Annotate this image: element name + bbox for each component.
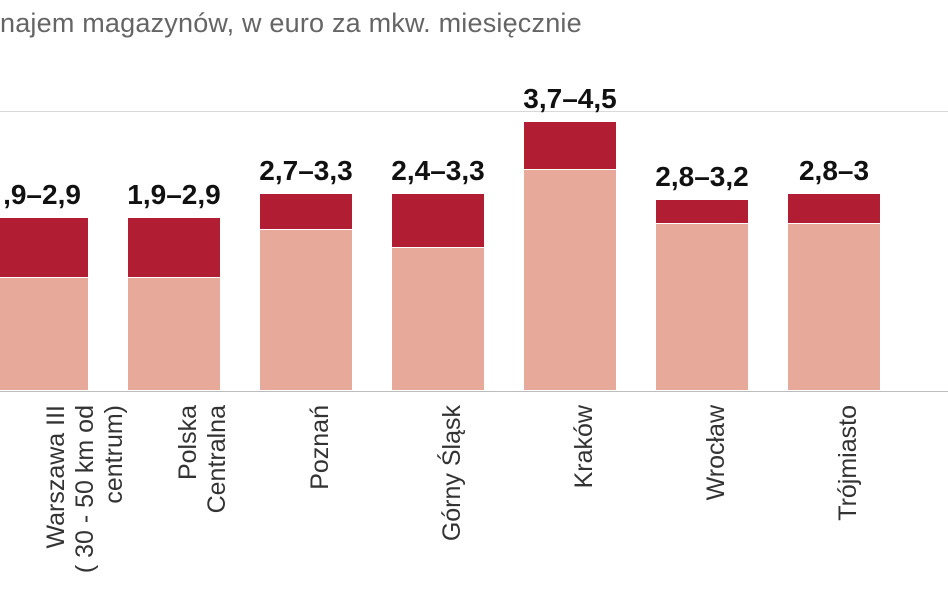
bar-category-line: Kraków xyxy=(570,405,599,488)
bar-low-segment xyxy=(259,229,353,391)
bar-category-line: Górny Śląsk xyxy=(438,405,467,541)
bar-group: 2,8–3,2Wrocław xyxy=(655,61,749,391)
bar-category-line: Warszawa III xyxy=(42,405,71,573)
bar-category-line: Poznań xyxy=(306,405,335,490)
bar-low-segment xyxy=(391,247,485,391)
bar-category-label: Warszawa III( 30 - 50 km odcentrum) xyxy=(42,405,128,573)
bar-value-label: 2,4–3,3 xyxy=(391,155,484,187)
bar-group: 2,4–3,3Górny Śląsk xyxy=(391,61,485,391)
bar-category-label: PolskaCentralna xyxy=(174,405,232,513)
bar-category-line: Centralna xyxy=(203,405,232,513)
bar-category-label: Trójmiasto xyxy=(834,405,863,521)
bar-category-label: Poznań xyxy=(306,405,335,490)
bar-category-line: centrum) xyxy=(100,405,129,573)
bar-group: ,9–2,9Warszawa III( 30 - 50 km odcentrum… xyxy=(0,61,89,391)
bar-category-label: Górny Śląsk xyxy=(438,405,467,541)
bar-group: 1,9–2,9PolskaCentralna xyxy=(127,61,221,391)
bar-value-label: 3,7–4,5 xyxy=(523,83,616,115)
bar-category-line: Wrocław xyxy=(702,405,731,500)
bar-category-line: ( 30 - 50 km od xyxy=(71,405,100,573)
bar-value-label: 2,8–3,2 xyxy=(655,161,748,193)
chart-canvas: najem magazynów, w euro za mkw. miesięcz… xyxy=(0,0,948,593)
bar-group: 3,7–4,5Kraków xyxy=(523,61,617,391)
chart-subtitle: najem magazynów, w euro za mkw. miesięcz… xyxy=(0,8,582,39)
bar-low-segment xyxy=(787,223,881,391)
bar-value-label: 2,8–3 xyxy=(799,155,869,187)
chart-plot: ,9–2,9 Warszawa III( 30 - 50 km odcentrum… xyxy=(0,60,948,593)
bar-low-segment xyxy=(655,223,749,391)
bar-low-segment xyxy=(523,169,617,391)
bar-value-label: 2,7–3,3 xyxy=(259,155,352,187)
bar-low-segment xyxy=(127,277,221,391)
bar-value-label: ,9–2,9 xyxy=(3,179,81,211)
bar-category-line: Trójmiasto xyxy=(834,405,863,521)
chart-baseline xyxy=(0,391,948,392)
bar-group: 2,8–3Trójmiasto xyxy=(787,61,881,391)
bar-category-label: Kraków xyxy=(570,405,599,488)
bar-low-segment xyxy=(0,277,89,391)
bar-value-label: 1,9–2,9 xyxy=(127,179,220,211)
bar-group: 2,7–3,3Poznań xyxy=(259,61,353,391)
bar-category-line: Polska xyxy=(174,405,203,513)
bar-category-label: Wrocław xyxy=(702,405,731,500)
